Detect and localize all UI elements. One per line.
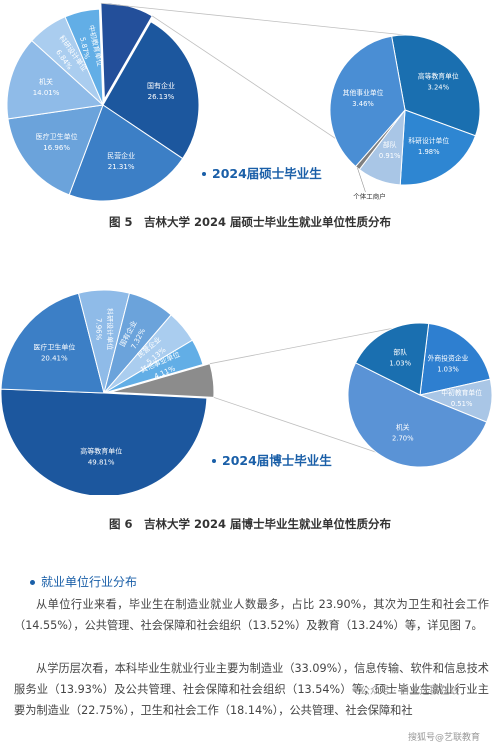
breakout-label-text-0-1: 1.03% [437, 366, 459, 374]
breakout-label-text-1-1: 1.98% [418, 148, 440, 156]
title-bullet-icon [202, 172, 206, 176]
slice-label-1: 医疗卫生单位 20.41% [33, 342, 75, 362]
breakout-label-text-3-0: 个体工商户 [353, 192, 386, 201]
section-title: 就业单位行业分布 [41, 575, 138, 589]
master-employer-pie-chart: 国有企业 26.13% 民营企业 21.31% 医疗卫生单位 16.96% 机关 14.01%… [6, 2, 481, 205]
pie-slice-2 [7, 104, 104, 196]
figure-5-caption: 图 5 吉林大学 2024 届硕士毕业生就业单位性质分布 [108, 215, 392, 229]
slice-label-0: 高等教育单位 49.81% [80, 446, 122, 466]
slice-label-text-1-1: 21.31% [108, 163, 135, 171]
slice-label-text-2-0: 医疗卫生单位 [36, 132, 78, 141]
breakout-label-text-0-0: 外商投资企业 [428, 354, 469, 363]
slice-label-text-3-0: 机关 [39, 77, 53, 86]
breakout-label-text-0-1: 3.24% [427, 83, 449, 91]
pie-slice-5 [103, 339, 204, 394]
title-bullet-icon [212, 459, 216, 463]
breakout-label-text-2-1: 2.70% [392, 435, 414, 443]
slice-label-text-0-0: 国有企业 [147, 81, 175, 90]
slice-label-1: 民营企业 21.31% [107, 151, 135, 171]
slice-label-text-3-1: 14.01% [33, 89, 60, 97]
breakout-label-0: 外商投资企业 1.03% [428, 354, 469, 374]
chart-title-text: 2024届硕士毕业生 [212, 166, 322, 181]
breakout-slice-4 [329, 35, 406, 168]
slice-label-2: 医疗卫生单位 16.96% [36, 132, 78, 152]
breakout-label-text-2-0: 部队 [383, 140, 397, 149]
breakout-label-text-0-0: 高等教育单位 [418, 71, 459, 80]
slice-label-text-1-1: 20.41% [41, 354, 68, 362]
figure-6-caption: 图 6 吉林大学 2024 届博士毕业生就业单位性质分布 [108, 517, 392, 531]
breakout-label-1: 中初教育单位 0.51% [441, 388, 482, 408]
chart-title: 2024届博士毕业生 [212, 453, 332, 468]
breakout-label-2: 机关 2.70% [392, 423, 414, 443]
slice-label-3: 机关 14.01% [33, 77, 60, 97]
breakout-label-text-2-0: 机关 [396, 423, 410, 432]
breakout-label-text-1-0: 中初教育单位 [441, 388, 482, 397]
breakout-leader-3 [357, 167, 366, 193]
bullet-dot [30, 580, 35, 585]
slice-label-text-2-1: 7.96% [94, 318, 102, 341]
pie-slice-1 [68, 104, 184, 202]
slice-label-text-1-0: 医疗卫生单位 [33, 342, 75, 351]
breakout-slice-1 [399, 109, 477, 186]
breakout-label-2: 部队 0.91% [379, 140, 401, 160]
paragraph-2: 从学历层次看，本科毕业生就业行业主要为制造业（33.09%），信息传输、软件和信… [14, 662, 489, 717]
breakout-label-0: 高等教育单位 3.24% [418, 71, 459, 91]
pie-slice-5 [64, 8, 104, 106]
chart-title: 2024届硕士毕业生 [202, 166, 322, 181]
breakout-label-text-2-1: 0.91% [379, 152, 401, 160]
breakout-label-text-1-0: 科研设计单位 [408, 136, 449, 145]
slice-label-text-0-1: 26.13% [148, 93, 175, 101]
breakout-label-4: 其他事业单位 3.46% [343, 88, 384, 108]
section-heading: 就业单位行业分布 [30, 573, 137, 590]
breakout-slice-2 [347, 362, 488, 468]
breakout-label-text-1-1: 0.51% [451, 400, 473, 408]
pie-slice-0 [0, 388, 208, 495]
connector-top [100, 2, 406, 36]
breakout-slice-0 [419, 322, 491, 396]
slice-label-text-2-1: 16.96% [43, 144, 70, 152]
breakout-label-3: 部队 1.03% [389, 348, 411, 368]
connector-top [209, 322, 421, 365]
breakout-label-text-4-1: 3.46% [352, 100, 374, 108]
pie-slice-0 [102, 21, 200, 160]
breakout-label-1: 科研设计单位 1.98% [408, 136, 449, 156]
pie-slice-3 [6, 39, 105, 120]
breakout-slice-0 [391, 34, 481, 137]
slice-label-text-2-0: 科研设计单位 [105, 308, 114, 350]
breakout-label-text-3-1: 1.03% [389, 360, 411, 368]
slice-label-text-0-1: 49.81% [88, 458, 115, 466]
watermark-sohu: 搜狐号@艺联教育 [408, 733, 481, 743]
slice-label-text-0-0: 高等教育单位 [80, 446, 122, 455]
breakout-slice-3 [354, 322, 430, 396]
breakout-label-text-4-0: 其他事业单位 [343, 88, 384, 97]
slice-label-0: 国有企业 26.13% [147, 81, 175, 101]
breakout-label-3: 个体工商户 0.10% [353, 192, 386, 205]
chart-title-text: 2024届博士毕业生 [222, 453, 332, 468]
paragraph-1: 从单位行业来看，毕业生在制造业就业人数最多，占比 23.90%，其次为卫生和社会… [14, 598, 489, 632]
slice-label-text-1-0: 民营企业 [107, 151, 135, 160]
breakout-label-text-3-1: 0.10% [359, 204, 380, 205]
breakout-label-text-3-0: 部队 [393, 348, 407, 357]
pie-slice-1 [0, 292, 105, 394]
watermark-official-account: 公众号 · 自主选拔在线 [360, 686, 460, 697]
